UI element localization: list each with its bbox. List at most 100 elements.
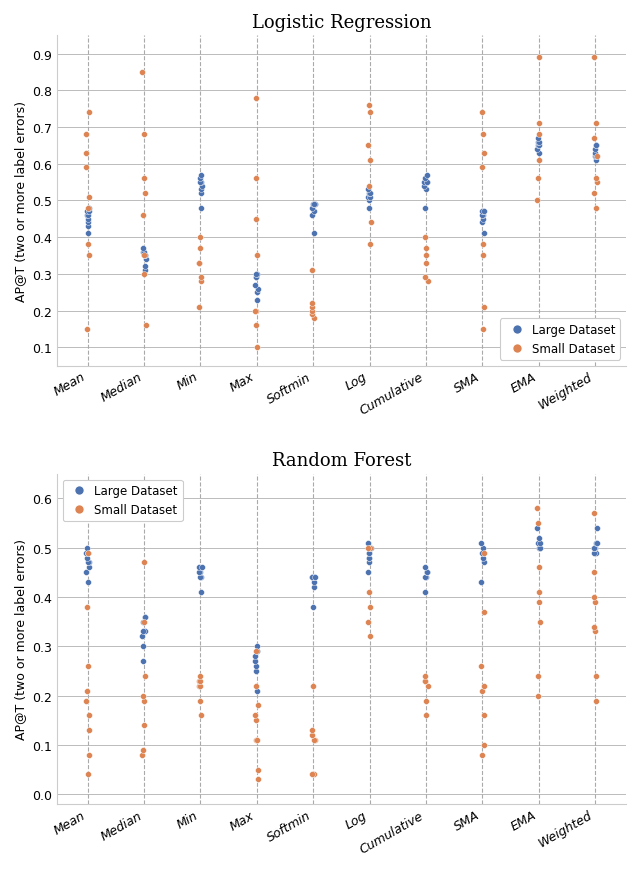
Point: [81, 129, 91, 143]
Legend: Large Dataset, Small Dataset: Large Dataset, Small Dataset: [63, 480, 182, 521]
Point: [310, 198, 320, 212]
Point: [366, 216, 376, 230]
Point: [195, 242, 205, 255]
Point: [479, 738, 489, 752]
Point: [196, 183, 206, 197]
Point: [196, 708, 206, 722]
Point: [252, 268, 262, 282]
Point: [420, 271, 430, 285]
Title: Random Forest: Random Forest: [271, 452, 411, 470]
Point: [253, 763, 264, 777]
Point: [420, 231, 430, 245]
Point: [365, 600, 376, 614]
Point: [364, 556, 374, 570]
Point: [479, 301, 489, 315]
Point: [140, 260, 150, 274]
Point: [365, 238, 375, 252]
Point: [307, 209, 317, 222]
Point: [194, 561, 204, 574]
Point: [251, 172, 261, 186]
Point: [533, 172, 543, 186]
Point: [365, 190, 375, 204]
Point: [138, 640, 148, 653]
Point: [307, 723, 317, 737]
Point: [309, 571, 319, 585]
Point: [478, 213, 488, 227]
Point: [477, 106, 487, 120]
Point: [590, 143, 600, 156]
Point: [139, 249, 149, 263]
Point: [84, 202, 94, 216]
Point: [307, 308, 317, 322]
Point: [138, 209, 148, 222]
Point: [252, 645, 262, 659]
Point: [81, 693, 91, 707]
Point: [251, 679, 261, 693]
Point: [307, 571, 317, 585]
Y-axis label: AP@T (two or more label errors): AP@T (two or more label errors): [14, 539, 27, 740]
Point: [363, 139, 373, 153]
Point: [308, 198, 318, 212]
Point: [83, 660, 93, 673]
Point: [309, 580, 319, 594]
Point: [534, 117, 544, 131]
Point: [252, 91, 262, 105]
Point: [196, 187, 206, 201]
Point: [252, 249, 262, 263]
Point: [252, 645, 262, 659]
Point: [419, 180, 429, 194]
Point: [309, 205, 319, 219]
Point: [307, 202, 317, 216]
Point: [194, 674, 204, 688]
Point: [195, 231, 205, 245]
Point: [363, 566, 373, 580]
Point: [310, 733, 320, 747]
Point: [252, 640, 262, 653]
Point: [476, 660, 486, 673]
Point: [309, 312, 319, 326]
Point: [591, 521, 602, 535]
Point: [534, 595, 544, 609]
Point: [140, 246, 150, 260]
Point: [364, 195, 374, 209]
Point: [141, 253, 151, 267]
Point: [140, 719, 150, 733]
Point: [479, 679, 489, 693]
Point: [364, 551, 374, 565]
Point: [138, 748, 148, 762]
Point: [476, 575, 486, 589]
Point: [307, 264, 317, 278]
Point: [478, 249, 488, 263]
Point: [250, 708, 260, 722]
Point: [195, 674, 205, 688]
Point: [477, 541, 488, 555]
Point: [140, 249, 150, 263]
Point: [84, 561, 94, 574]
Point: [140, 319, 150, 333]
Point: [252, 645, 262, 659]
Point: [83, 227, 93, 241]
Point: [140, 249, 150, 263]
Point: [589, 590, 599, 604]
Point: [83, 546, 93, 560]
Point: [589, 150, 600, 164]
Point: [533, 516, 543, 530]
Point: [421, 176, 431, 189]
Point: [532, 669, 543, 683]
Point: [253, 773, 263, 786]
Point: [532, 195, 543, 209]
Point: [250, 649, 260, 663]
Point: [419, 176, 429, 189]
Point: [310, 198, 320, 212]
Point: [84, 748, 94, 762]
Point: [535, 541, 545, 555]
Point: [307, 571, 317, 585]
Point: [420, 674, 430, 688]
Point: [140, 610, 150, 624]
Point: [138, 743, 148, 757]
Point: [140, 669, 150, 683]
Point: [81, 546, 92, 560]
Point: [309, 227, 319, 241]
Point: [589, 541, 599, 555]
Point: [534, 586, 544, 600]
